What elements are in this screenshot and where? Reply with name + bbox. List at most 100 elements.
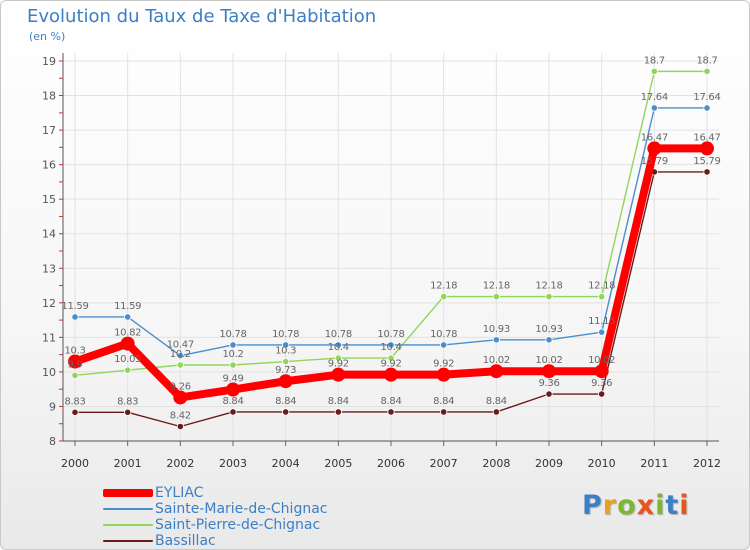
- x-tick-label: 2000: [61, 457, 89, 470]
- data-point: [176, 352, 184, 360]
- data-point: [598, 390, 606, 398]
- data-label: 18.7: [696, 55, 717, 66]
- data-label: 10.93: [535, 324, 562, 335]
- data-label: 8.84: [328, 396, 349, 407]
- data-point: [124, 313, 132, 321]
- data-point: [229, 341, 237, 349]
- data-point: [334, 341, 342, 349]
- data-point: [598, 292, 606, 301]
- legend-label: EYLIAC: [155, 485, 204, 501]
- data-point: [542, 364, 556, 379]
- data-point: [71, 371, 79, 379]
- data-point: [703, 168, 711, 176]
- data-point: [703, 104, 711, 112]
- logo-letter: r: [602, 490, 618, 521]
- data-point: [229, 408, 237, 416]
- data-label: 10.4: [380, 342, 401, 353]
- y-tick-label: 17: [42, 124, 56, 137]
- logo-letter: i: [655, 490, 666, 521]
- data-label: 10.05: [114, 354, 141, 365]
- x-tick-label: 2008: [482, 457, 510, 470]
- x-tick-label: 2003: [219, 457, 247, 470]
- data-label: 10.3: [64, 346, 85, 357]
- data-label: 12.18: [535, 281, 562, 292]
- data-point: [173, 390, 188, 405]
- data-point: [282, 357, 290, 366]
- data-label: 10.78: [325, 329, 352, 340]
- chart-title: Evolution du Taux de Taxe d'Habitation: [27, 6, 377, 27]
- data-point: [71, 313, 79, 321]
- logo-letter: x: [636, 490, 656, 521]
- data-label: 10.78: [377, 329, 404, 340]
- data-label: 16.47: [693, 132, 720, 143]
- data-label: 9.92: [380, 359, 401, 370]
- data-label: 8.42: [170, 410, 191, 421]
- data-label: 10.3: [275, 346, 296, 357]
- data-label: 10.2: [222, 349, 243, 360]
- x-tick-label: 2002: [166, 457, 194, 470]
- data-point: [594, 364, 609, 379]
- data-label: 9.36: [538, 378, 559, 389]
- data-label: 15.79: [641, 156, 668, 167]
- data-point: [68, 354, 82, 369]
- x-tick-label: 2010: [588, 457, 616, 470]
- y-tick-label: 15: [42, 193, 56, 206]
- data-label: 8.84: [222, 396, 243, 407]
- data-point: [492, 292, 500, 301]
- legend-item: Bassillac: [103, 533, 433, 549]
- x-tick-label: 2012: [693, 457, 721, 470]
- data-label: 10.82: [114, 328, 141, 339]
- legend-swatch: [103, 508, 153, 510]
- x-tick-label: 2009: [535, 457, 563, 470]
- y-tick-label: 13: [42, 262, 56, 275]
- data-label: 8.83: [117, 396, 138, 407]
- data-label: 9.92: [433, 359, 454, 370]
- data-point: [650, 104, 658, 112]
- chart-subtitle: (en %): [29, 30, 66, 43]
- data-point: [489, 364, 504, 379]
- data-label: 8.84: [433, 396, 454, 407]
- data-point: [700, 141, 714, 156]
- data-label: 9.92: [328, 359, 349, 370]
- data-label: 12.18: [588, 281, 615, 292]
- logo-letter: i: [679, 490, 690, 521]
- data-label: 11.59: [61, 301, 88, 312]
- data-label: 8.84: [486, 396, 507, 407]
- data-point: [440, 341, 448, 349]
- data-label: 17.64: [693, 92, 720, 103]
- data-point: [334, 354, 342, 362]
- data-point: [71, 408, 79, 416]
- data-label: 10.78: [219, 329, 246, 340]
- legend-swatch: [103, 489, 153, 497]
- x-tick-label: 2007: [430, 457, 458, 470]
- x-tick-label: 2005: [324, 457, 352, 470]
- data-point: [440, 292, 448, 301]
- y-tick-label: 14: [42, 228, 56, 241]
- data-point: [282, 408, 290, 416]
- data-point: [387, 341, 395, 349]
- data-point: [545, 390, 553, 398]
- data-label: 9.49: [222, 374, 243, 385]
- data-label: 10.02: [483, 355, 510, 366]
- x-tick-label: 2011: [640, 457, 668, 470]
- data-label: 10.02: [535, 355, 562, 366]
- data-label: 10.47: [167, 340, 194, 351]
- data-point: [120, 336, 135, 351]
- data-label: 9.36: [591, 378, 612, 389]
- data-point: [176, 422, 184, 431]
- legend-item: EYLIAC: [103, 485, 433, 501]
- legend-swatch: [103, 524, 153, 526]
- data-label: 18.7: [644, 55, 665, 66]
- y-tick-label: 10: [42, 366, 56, 379]
- data-point: [545, 292, 553, 301]
- y-tick-label: 9: [49, 400, 56, 413]
- data-point: [229, 361, 237, 369]
- data-label: 12.18: [483, 281, 510, 292]
- data-point: [598, 328, 606, 336]
- data-label: 10.02: [588, 355, 615, 366]
- data-label: 15.79: [693, 156, 720, 167]
- data-label: 12.18: [430, 281, 457, 292]
- data-label: 9.9: [67, 359, 82, 370]
- data-point: [331, 367, 346, 382]
